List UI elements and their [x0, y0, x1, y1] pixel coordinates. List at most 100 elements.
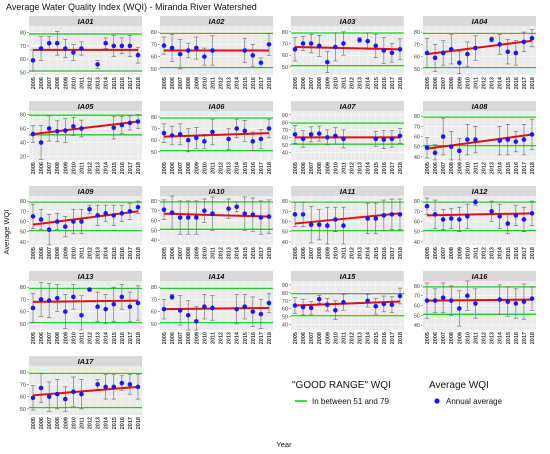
data-point	[333, 307, 338, 313]
x-tick-label: 2009	[325, 77, 331, 89]
x-tick-label: 2014	[498, 331, 504, 344]
x-tick-label: 2018	[530, 247, 536, 259]
y-tick-label: 50	[20, 230, 26, 236]
data-point	[103, 384, 108, 390]
x-tick-label: 2005	[31, 162, 37, 174]
data-point	[79, 219, 84, 224]
x-tick-label: 2015	[112, 77, 118, 89]
data-point	[308, 305, 314, 311]
x-tick-label: 2009	[194, 247, 200, 259]
data-point	[373, 303, 379, 309]
data-point	[465, 214, 470, 219]
legend-average-title: Average WQI	[429, 380, 489, 391]
x-tick-label: 2011	[210, 247, 216, 259]
panel-strip	[291, 271, 404, 281]
data-point	[473, 137, 478, 142]
x-tick-label: 2008	[186, 332, 192, 344]
y-tick-label: 70	[151, 127, 157, 133]
data-point	[432, 212, 438, 217]
data-point	[103, 211, 108, 216]
y-tick-label: 90	[282, 113, 288, 119]
x-tick-label: 2013	[227, 247, 233, 259]
data-point	[79, 391, 84, 397]
panel-label: IA02	[209, 17, 226, 26]
panel-strip	[29, 271, 142, 281]
panel-ia04: IA04 50 60 70 80 2005 2006 2007 2008 2009 2010 2011…	[414, 16, 536, 89]
x-tick-label: 2015	[243, 332, 249, 344]
data-point	[489, 209, 494, 214]
y-tick-label: 70	[282, 209, 288, 215]
y-tick-label: 60	[282, 53, 288, 59]
y-tick-label: 80	[151, 285, 157, 291]
data-point	[397, 47, 403, 52]
x-tick-label: 2012	[219, 247, 225, 259]
y-tick-label: 60	[282, 307, 288, 313]
x-tick-label: 2007	[309, 332, 315, 344]
data-point	[513, 301, 519, 306]
x-tick-label: 2011	[79, 417, 85, 429]
x-tick-label: 2017	[128, 332, 134, 344]
y-tick-label: 70	[282, 299, 288, 305]
x-tick-label: 2015	[112, 417, 118, 429]
data-point	[465, 137, 470, 142]
data-point	[185, 215, 191, 220]
data-point	[119, 380, 125, 386]
data-point	[300, 136, 306, 142]
panel-background	[29, 281, 142, 330]
x-tick-label: 2007	[47, 77, 53, 89]
y-tick-label: 70	[151, 42, 157, 48]
panel-label: IA14	[209, 272, 226, 281]
data-point	[202, 54, 207, 59]
x-tick-label: 2016	[251, 247, 257, 259]
data-point	[46, 298, 52, 303]
y-tick-label: 80	[20, 370, 26, 376]
x-tick-label: 2017	[390, 162, 396, 174]
x-tick-label: 2008	[55, 77, 61, 89]
panel-label: IA17	[78, 357, 95, 366]
panel-strip	[291, 186, 404, 196]
y-tick-label: 60	[151, 55, 157, 61]
x-tick-label: 2007	[178, 77, 184, 89]
data-point	[397, 133, 403, 139]
data-point	[46, 394, 52, 399]
data-point	[127, 43, 133, 49]
data-point	[424, 50, 430, 56]
x-tick-label: 2006	[433, 77, 439, 89]
data-point	[300, 41, 306, 46]
y-tick-label: 60	[414, 304, 420, 310]
x-tick-label: 2012	[88, 247, 94, 259]
data-point	[135, 300, 141, 306]
data-point	[292, 212, 298, 217]
x-tick-label: 2014	[104, 246, 110, 259]
data-point	[341, 223, 346, 228]
data-point	[127, 382, 133, 387]
data-point	[432, 55, 438, 61]
y-tick-label: 70	[282, 42, 288, 48]
data-point	[202, 139, 207, 144]
x-tick-label: 2010	[333, 332, 339, 344]
y-tick-label: 80	[282, 291, 288, 297]
data-point	[242, 304, 248, 310]
data-point	[300, 304, 306, 310]
y-tick-label: 80	[282, 30, 288, 36]
data-point	[397, 212, 403, 217]
x-tick-label: 2010	[333, 162, 339, 174]
y-tick-label: 70	[414, 124, 420, 130]
x-tick-label: 2005	[293, 77, 299, 89]
y-tick-label: 40	[282, 150, 288, 156]
panel-background	[29, 196, 142, 245]
x-tick-label: 2008	[186, 77, 192, 89]
x-tick-label: 2009	[194, 332, 200, 344]
data-point	[266, 42, 272, 47]
data-point	[505, 221, 511, 226]
data-point	[250, 139, 256, 144]
data-point	[440, 217, 446, 222]
x-tick-label: 2017	[259, 247, 265, 259]
data-point	[357, 37, 362, 43]
data-point	[529, 132, 535, 137]
data-point	[185, 313, 191, 318]
x-tick-label: 2006	[39, 247, 45, 259]
data-point	[161, 43, 167, 48]
x-tick-label: 2015	[374, 247, 380, 259]
